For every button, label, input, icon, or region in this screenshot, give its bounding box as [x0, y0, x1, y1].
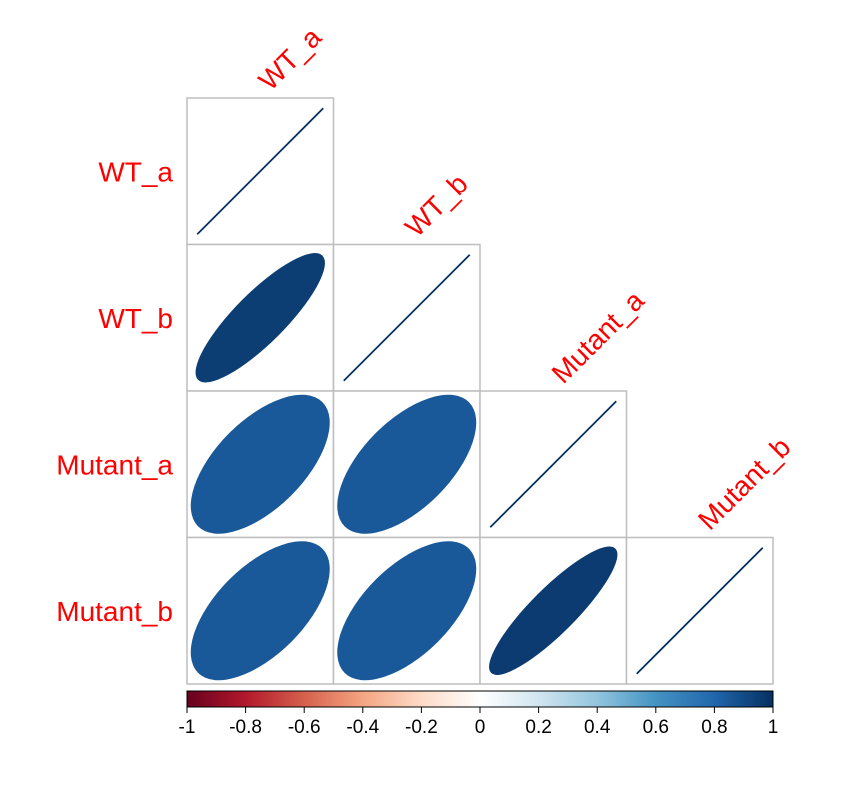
- colorbar-tick-label: 0.8: [701, 717, 727, 738]
- colorbar-tick-label: -0.4: [346, 717, 379, 738]
- col-label-Mutant_a: Mutant_a: [546, 284, 651, 389]
- ellipse-Mutant_a-WT_b: [337, 394, 477, 534]
- ellipse-Mutant_a-WT_a: [190, 394, 330, 534]
- diagonal-line: [636, 547, 764, 675]
- colorbar-tick-label: 1: [768, 717, 779, 738]
- colorbar-tick-label: 0: [475, 717, 486, 738]
- colorbar-tick-label: -0.2: [405, 717, 438, 738]
- ellipse-Mutant_b-Mutant_a: [489, 546, 618, 675]
- row-label-Mutant_b: Mutant_b: [56, 596, 173, 627]
- colorbar-gradient: [186, 690, 774, 708]
- diagonal-line: [489, 400, 617, 528]
- row-label-Mutant_a: Mutant_a: [56, 449, 173, 480]
- col-label-WT_b: WT_b: [399, 168, 474, 243]
- colorbar-tick-label: 0.4: [584, 717, 611, 738]
- colorbar: -1 -0.8 -0.6 -0.4 -0.2 0 0.2 0.4 0.6 0.8 1: [179, 690, 779, 738]
- colorbar-tick-label: 0.2: [525, 717, 551, 738]
- colorbar-tick-label: -1: [179, 717, 196, 738]
- colorbar-tick-label: -0.6: [288, 717, 321, 738]
- ellipse-Mutant_b-WT_b: [337, 541, 477, 681]
- colorbar-tick-label: -0.8: [229, 717, 262, 738]
- colorbar-tick-label: 0.6: [643, 717, 669, 738]
- diagonal-line: [196, 107, 324, 235]
- col-label-Mutant_b: Mutant_b: [692, 431, 796, 535]
- correlation-matrix: [186, 97, 774, 685]
- diagonal-line: [343, 254, 471, 382]
- row-label-WT_b: WT_b: [98, 303, 173, 334]
- ellipse-Mutant_b-WT_a: [190, 541, 330, 681]
- row-label-WT_a: WT_a: [98, 156, 173, 187]
- ellipse-WT_b-WT_a: [195, 253, 325, 383]
- col-label-WT_a: WT_a: [253, 21, 328, 96]
